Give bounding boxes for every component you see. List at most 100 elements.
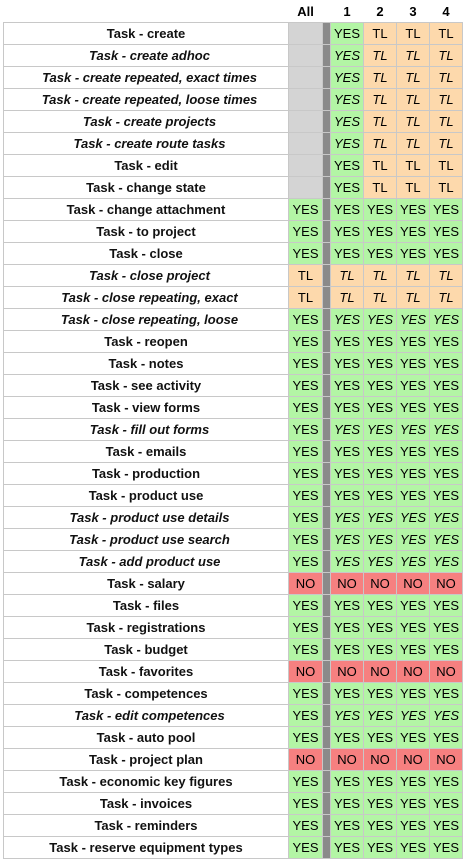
- cell-all: NO: [288, 748, 323, 771]
- column-separator: [322, 110, 331, 133]
- cell-group-2: YES: [363, 814, 397, 837]
- cell-group-1: YES: [330, 66, 364, 89]
- table-row: Task - edit competences YES YES YES YES YES: [3, 704, 463, 727]
- cell-group-2: YES: [363, 770, 397, 793]
- cell-group-3: YES: [396, 726, 430, 749]
- table-row: Task - reminders YES YES YES YES YES: [3, 814, 463, 837]
- cell-all: TL: [288, 264, 323, 287]
- cell-group-2: YES: [363, 484, 397, 507]
- cell-group-3: YES: [396, 462, 430, 485]
- column-separator: [322, 792, 331, 815]
- cell-group-1: YES: [330, 374, 364, 397]
- row-label: Task - see activity: [3, 374, 289, 397]
- cell-group-2: YES: [363, 308, 397, 331]
- cell-all: YES: [288, 704, 323, 727]
- table-row: Task - reserve equipment types YES YES YES Y…: [3, 836, 463, 859]
- column-separator: [322, 616, 331, 639]
- header-group-3: 3: [409, 3, 417, 19]
- cell-group-2: TL: [363, 22, 397, 45]
- cell-group-4: YES: [429, 440, 463, 463]
- cell-all: YES: [288, 308, 323, 331]
- row-label: Task - reminders: [3, 814, 289, 837]
- cell-group-2: YES: [363, 374, 397, 397]
- cell-group-3: TL: [396, 66, 430, 89]
- table-row: Task - project plan NO NO NO NO NO: [3, 748, 463, 771]
- table-row: Task - add product use YES YES YES YES YES: [3, 550, 463, 573]
- table-row: Task - close YES YES YES YES YES: [3, 242, 463, 265]
- column-separator: [322, 242, 331, 265]
- cell-group-3: YES: [396, 352, 430, 375]
- column-separator: [322, 836, 331, 859]
- cell-group-4: TL: [429, 264, 463, 287]
- row-label: Task - close repeating, exact: [3, 286, 289, 309]
- column-separator: [322, 330, 331, 353]
- cell-group-3: YES: [396, 308, 430, 331]
- row-label: Task - add product use: [3, 550, 289, 573]
- table-row: Task - view forms YES YES YES YES YES: [3, 396, 463, 419]
- cell-group-1: YES: [330, 242, 364, 265]
- cell-group-3: YES: [396, 594, 430, 617]
- cell-group-1: YES: [330, 682, 364, 705]
- cell-group-1: YES: [330, 440, 364, 463]
- cell-group-1: YES: [330, 176, 364, 199]
- table-row: Task - see activity YES YES YES YES YES: [3, 374, 463, 397]
- cell-all: YES: [288, 506, 323, 529]
- column-separator: [322, 286, 331, 309]
- cell-group-4: YES: [429, 638, 463, 661]
- cell-all: YES: [288, 418, 323, 441]
- cell-group-1: NO: [330, 660, 364, 683]
- cell-group-2: TL: [363, 110, 397, 133]
- cell-group-3: TL: [396, 264, 430, 287]
- row-label: Task - create: [3, 22, 289, 45]
- cell-all: YES: [288, 682, 323, 705]
- cell-group-2: NO: [363, 660, 397, 683]
- cell-group-3: YES: [396, 418, 430, 441]
- row-label: Task - competences: [3, 682, 289, 705]
- table-row: Task - invoices YES YES YES YES YES: [3, 792, 463, 815]
- row-label: Task - change attachment: [3, 198, 289, 221]
- column-separator: [322, 88, 331, 111]
- cell-group-1: YES: [330, 352, 364, 375]
- header-separator: [323, 0, 331, 23]
- cell-group-3: YES: [396, 792, 430, 815]
- cell-all: YES: [288, 550, 323, 573]
- cell-group-1: NO: [330, 572, 364, 595]
- cell-group-4: TL: [429, 66, 463, 89]
- table-row: Task - notes YES YES YES YES YES: [3, 352, 463, 375]
- cell-group-2: TL: [363, 154, 397, 177]
- column-separator: [322, 748, 331, 771]
- cell-group-4: TL: [429, 154, 463, 177]
- column-separator: [322, 308, 331, 331]
- header-row: All 1 2 3 4: [4, 0, 463, 23]
- cell-group-4: YES: [429, 198, 463, 221]
- cell-group-3: YES: [396, 550, 430, 573]
- cell-group-3: TL: [396, 132, 430, 155]
- row-label: Task - emails: [3, 440, 289, 463]
- cell-all: YES: [288, 792, 323, 815]
- header-group-4: 4: [442, 3, 450, 19]
- cell-group-2: NO: [363, 748, 397, 771]
- cell-group-1: YES: [330, 132, 364, 155]
- cell-all: [288, 22, 323, 45]
- table-row: Task - close project TL TL TL TL TL: [3, 264, 463, 287]
- cell-group-1: YES: [330, 484, 364, 507]
- cell-group-1: YES: [330, 396, 364, 419]
- row-label: Task - product use: [3, 484, 289, 507]
- table-row: Task - reopen YES YES YES YES YES: [3, 330, 463, 353]
- cell-group-2: YES: [363, 242, 397, 265]
- cell-all: NO: [288, 660, 323, 683]
- cell-group-1: YES: [330, 44, 364, 67]
- cell-group-3: YES: [396, 396, 430, 419]
- row-label: Task - project plan: [3, 748, 289, 771]
- cell-group-4: YES: [429, 396, 463, 419]
- cell-group-4: YES: [429, 330, 463, 353]
- cell-group-4: YES: [429, 308, 463, 331]
- cell-all: YES: [288, 484, 323, 507]
- cell-all: YES: [288, 770, 323, 793]
- cell-group-3: YES: [396, 330, 430, 353]
- cell-group-4: YES: [429, 506, 463, 529]
- row-label: Task - fill out forms: [3, 418, 289, 441]
- cell-group-4: NO: [429, 748, 463, 771]
- cell-group-2: YES: [363, 462, 397, 485]
- cell-group-4: YES: [429, 682, 463, 705]
